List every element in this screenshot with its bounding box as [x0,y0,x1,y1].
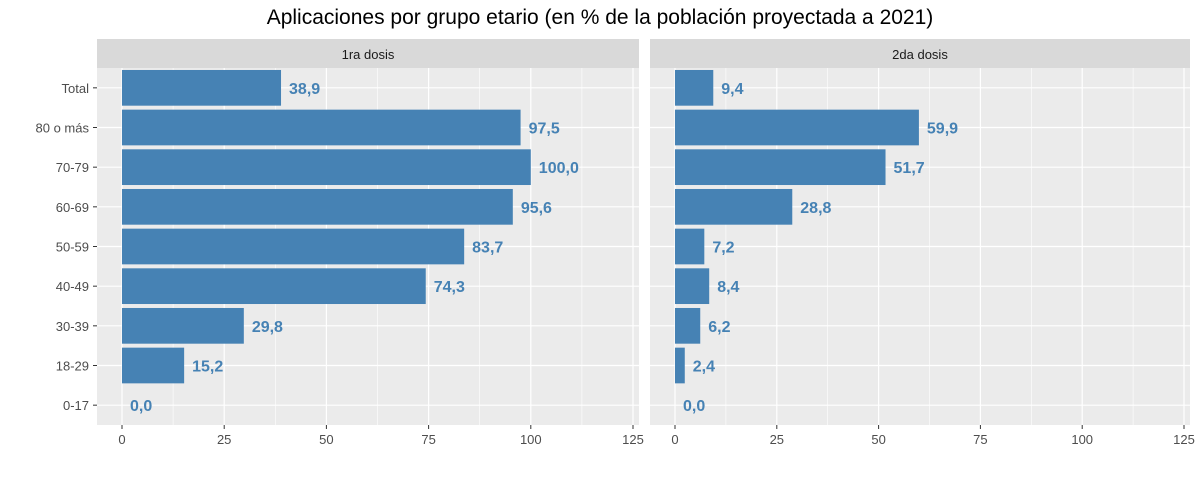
bar [122,149,531,186]
x-tick-label: 25 [217,432,231,447]
bar [122,347,185,384]
y-tick-label: 0-17 [63,398,89,413]
x-tick-label: 50 [871,432,885,447]
bar [122,188,513,225]
bar [122,228,465,265]
data-label: 9,4 [721,81,743,98]
bar [675,109,919,146]
data-label: 59,9 [927,121,958,138]
bar [675,307,701,344]
y-tick-label: 40-49 [56,279,89,294]
bar [675,228,705,265]
x-tick-label: 125 [622,432,644,447]
data-label: 8,4 [717,279,739,296]
facet-strip [650,39,1190,68]
y-tick-label: 18-29 [56,359,89,374]
x-tick-label: 75 [973,432,987,447]
data-label: 7,2 [712,240,734,257]
data-label: 51,7 [894,160,925,177]
facet-panel-2: 2da dosis 0 25 50 75 100 125 9,4 59,9 51,7 28,8 7,2… [650,39,1195,447]
bar [675,188,793,225]
bar [122,109,521,146]
facet-strip [97,39,639,68]
x-tick-label: 75 [421,432,435,447]
y-tick-label: 30-39 [56,319,89,334]
x-tick-label: 0 [118,432,125,447]
facet-strip-label: 1ra dosis [342,47,395,62]
data-label: 83,7 [472,240,503,257]
data-label: 0,0 [683,398,705,415]
y-tick-label: Total [62,81,90,96]
data-label: 97,5 [529,121,560,138]
bar [122,69,282,106]
data-label: 28,8 [800,200,831,217]
data-label: 38,9 [289,81,320,98]
bar [675,69,714,106]
x-tick-label: 0 [671,432,678,447]
bar [122,268,426,305]
data-label: 6,2 [708,319,730,336]
bar [122,307,244,344]
data-label: 2,4 [693,359,715,376]
bar [675,347,685,384]
data-label: 15,2 [192,359,223,376]
x-tick-label: 100 [520,432,542,447]
facet-panel-1: 1ra dosis 0 25 50 75 100 125 38,9 97,5 100,0 95,6 8… [36,39,644,447]
data-label: 29,8 [252,319,283,336]
data-label: 100,0 [539,160,579,177]
y-tick-label: 70-79 [56,160,89,175]
y-tick-label: 50-59 [56,240,89,255]
y-tick-label: 60-69 [56,200,89,215]
chart-title: Aplicaciones por grupo etario (en % de l… [266,6,934,29]
facet-strip-label: 2da dosis [892,47,948,62]
x-tick-label: 25 [770,432,784,447]
data-label: 0,0 [130,398,152,415]
bar [675,149,886,186]
data-label: 95,6 [521,200,552,217]
x-tick-label: 100 [1071,432,1093,447]
x-tick-label: 125 [1173,432,1195,447]
data-label: 74,3 [434,279,465,296]
x-tick-label: 50 [319,432,333,447]
y-tick-label: 80 o más [36,121,90,136]
bar [675,268,710,305]
